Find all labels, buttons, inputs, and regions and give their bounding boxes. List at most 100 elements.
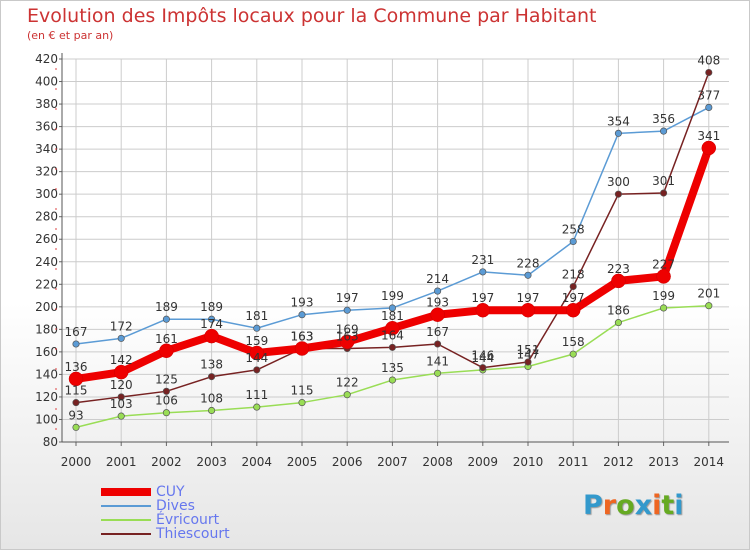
data-label-dives: 356 <box>652 112 675 126</box>
x-tick-label: 2013 <box>648 455 679 469</box>
point-thiescourt <box>162 387 170 395</box>
data-label-evricourt: 158 <box>562 335 585 349</box>
y-tick-label: 360 <box>35 120 58 134</box>
point-cuy <box>701 140 717 156</box>
data-label-evricourt: 106 <box>155 394 178 408</box>
point-dives <box>253 324 261 332</box>
data-label-thiescourt: 218 <box>562 268 585 282</box>
y-tick-label: 160 <box>35 345 58 359</box>
point-thiescourt <box>253 366 261 374</box>
y-tick-label: 200 <box>35 300 58 314</box>
x-tick-label: 2006 <box>332 455 363 469</box>
point-cuy <box>249 345 265 361</box>
data-label-evricourt: 147 <box>517 348 540 362</box>
y-tick-label: 400 <box>35 75 58 89</box>
point-dives <box>298 311 306 319</box>
y-tick-label: 420 <box>35 52 58 66</box>
data-label-thiescourt: 115 <box>65 384 88 398</box>
data-label-dives: 258 <box>562 222 585 236</box>
axes: 80 100 120 140 160 180 200 220 240 260 280 300 320 34… <box>35 52 729 469</box>
y-tick-label: 100 <box>35 412 58 426</box>
data-label-cuy: 223 <box>607 262 630 276</box>
legend-swatch <box>101 505 151 507</box>
point-dives <box>479 268 487 276</box>
point-dives <box>614 129 622 137</box>
point-evricourt <box>298 399 306 407</box>
data-label-cuy: 163 <box>291 330 314 344</box>
proxiti-logo: Proxiti <box>583 490 684 521</box>
data-label-dives: 231 <box>471 253 494 267</box>
point-evricourt <box>660 304 668 312</box>
data-label-thiescourt: 408 <box>697 54 720 68</box>
point-evricourt <box>569 350 577 358</box>
y-tick-label: 240 <box>35 255 58 269</box>
data-label-cuy: 181 <box>381 309 404 323</box>
x-tick-label: 2004 <box>242 455 273 469</box>
point-thiescourt <box>569 282 577 291</box>
series-lines <box>68 68 717 431</box>
y-tick-label: 220 <box>35 277 58 291</box>
data-label-dives: 167 <box>65 325 88 339</box>
x-tick-label: 2003 <box>196 455 227 469</box>
data-label-evricourt: 199 <box>652 289 675 303</box>
point-cuy <box>430 307 445 322</box>
x-tick-label: 2009 <box>468 455 499 469</box>
data-label-dives: 377 <box>697 88 720 102</box>
point-evricourt <box>705 302 713 310</box>
point-evricourt <box>162 409 170 417</box>
data-label-cuy: 197 <box>471 291 494 305</box>
data-label-evricourt: 115 <box>291 384 314 398</box>
data-label-evricourt: 108 <box>200 391 223 405</box>
point-thiescourt <box>524 358 532 366</box>
data-label-cuy: 161 <box>155 332 178 346</box>
data-label-dives: 197 <box>336 291 359 305</box>
point-cuy <box>339 334 355 349</box>
legend-label: CUY <box>156 484 185 500</box>
data-label-dives: 199 <box>381 289 404 303</box>
legend-swatch <box>101 533 151 535</box>
x-tick-label: 2007 <box>377 455 408 469</box>
legend-label: Dives <box>156 498 195 514</box>
point-cuy <box>475 302 491 318</box>
point-evricourt <box>614 319 622 327</box>
data-label-dives: 193 <box>291 296 314 310</box>
data-label-dives: 354 <box>607 114 630 128</box>
data-label-evricourt: 135 <box>381 361 404 375</box>
point-thiescourt <box>117 393 125 401</box>
point-evricourt <box>388 376 396 384</box>
point-cuy <box>204 328 219 344</box>
point-dives <box>162 315 170 323</box>
data-label-evricourt: 103 <box>110 397 133 411</box>
x-tick-label: 2005 <box>287 455 318 469</box>
data-label-evricourt: 111 <box>245 388 268 402</box>
point-cuy <box>294 341 310 356</box>
data-label-thiescourt: 151 <box>517 343 540 357</box>
point-thiescourt <box>72 399 80 407</box>
point-cuy <box>611 273 626 289</box>
data-label-cuy: 197 <box>562 291 585 305</box>
y-tick-label: 280 <box>35 210 58 224</box>
data-label-dives: 172 <box>110 319 133 333</box>
data-label-dives: 214 <box>426 272 449 286</box>
point-thiescourt <box>208 373 216 381</box>
point-evricourt <box>72 423 80 431</box>
legend-label: Thiescourt <box>156 526 230 542</box>
x-tick-label: 2002 <box>151 455 182 469</box>
data-label-cuy: 142 <box>110 353 133 367</box>
x-tick-label: 2000 <box>61 455 92 469</box>
data-label-dives: 181 <box>245 309 268 323</box>
x-tick-label: 2011 <box>558 455 589 469</box>
data-label-thiescourt: 163 <box>336 330 359 344</box>
data-label-evricourt: 141 <box>426 354 449 368</box>
x-tick-label: 2001 <box>106 455 137 469</box>
data-label-cuy: 169 <box>336 323 359 337</box>
data-label-cuy: 136 <box>65 360 88 374</box>
x-tick-label: 2012 <box>603 455 634 469</box>
point-thiescourt <box>434 340 442 348</box>
data-label-evricourt: 201 <box>697 287 720 301</box>
y-tick-label: 80 <box>43 435 58 449</box>
point-thiescourt <box>614 190 622 198</box>
point-evricourt <box>343 391 351 399</box>
point-dives <box>388 304 396 312</box>
